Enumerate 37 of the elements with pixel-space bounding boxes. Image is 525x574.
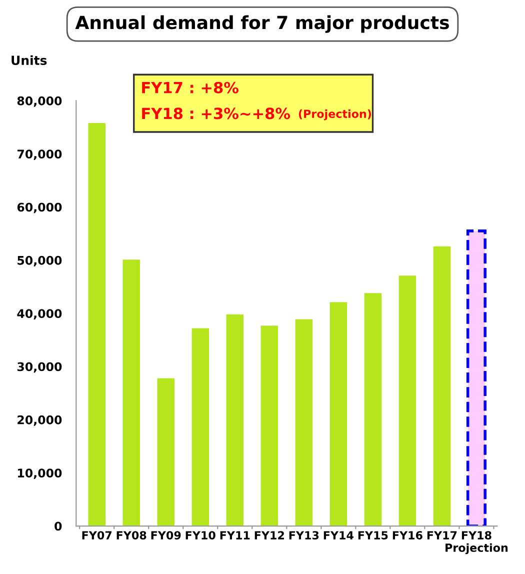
bar bbox=[260, 326, 278, 526]
y-tick-label: 70,000 bbox=[17, 150, 62, 160]
x-tick-label: FY11 bbox=[220, 531, 250, 540]
x-tick-label: FY15 bbox=[358, 531, 388, 540]
bar bbox=[433, 246, 451, 526]
bar bbox=[192, 328, 209, 526]
bar bbox=[295, 319, 313, 526]
x-tick-label: FY13 bbox=[289, 531, 319, 540]
bar bbox=[364, 293, 382, 526]
bar bbox=[330, 302, 348, 526]
y-tick-label: 10,000 bbox=[18, 468, 62, 480]
x-tick-label: FY08 bbox=[116, 531, 146, 540]
bar bbox=[466, 230, 486, 526]
x-tick-label: FY14 bbox=[324, 531, 354, 540]
bar bbox=[157, 378, 174, 526]
bar bbox=[226, 314, 244, 526]
y-tick-label: 40,000 bbox=[17, 309, 62, 320]
y-tick-label: 80,000 bbox=[17, 96, 62, 107]
x-tick-label: FY09 bbox=[151, 531, 181, 540]
annotation: FY18 : +3%~+8% bbox=[142, 108, 290, 120]
x-tick-label: FY12 bbox=[254, 531, 284, 540]
y-tick-label: 60,000 bbox=[17, 202, 62, 214]
x-tick-label: FY10 bbox=[186, 531, 216, 540]
y-tick-label: 30,000 bbox=[17, 362, 62, 373]
text: FY17 : +8% bbox=[142, 82, 238, 94]
bar bbox=[88, 123, 106, 526]
bar bbox=[398, 276, 416, 526]
y-tick-label: 0 bbox=[54, 522, 62, 531]
x-tick-label: FY16 bbox=[392, 531, 422, 540]
y-axis-title: Units bbox=[12, 55, 47, 66]
bar bbox=[122, 260, 140, 526]
chart-title: Annual demand for 7 major products bbox=[75, 15, 449, 33]
x-tick-label: FY17 bbox=[427, 531, 457, 540]
y-tick-label: 20,000 bbox=[18, 415, 62, 426]
annotation: (Projection) bbox=[298, 109, 371, 120]
x-tick-label: FY07 bbox=[82, 531, 112, 540]
y-tick-label: 50,000 bbox=[18, 256, 62, 266]
